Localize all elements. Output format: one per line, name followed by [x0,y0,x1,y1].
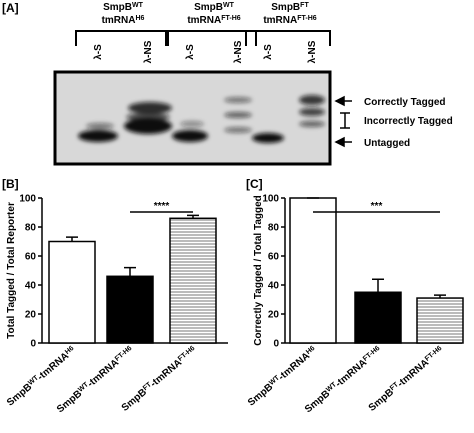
lane-label: λ-NS [233,40,244,63]
bar [169,217,217,344]
lane-label: λ-NS [143,40,154,63]
y-tick-label: 40 [25,281,37,292]
error-bar [187,214,199,219]
text-part: -tmRNA [276,351,312,383]
superscript: H6 [135,15,144,22]
y-tick-label: 80 [268,223,280,234]
error-bar [66,236,78,242]
superscript: FT-H6 [221,15,241,22]
y-tick-label: 20 [25,310,37,321]
group-header: tmRNAFT-H6 [263,15,316,27]
group-header: SmpBWT [194,2,235,14]
error-bar [434,294,446,299]
lane-label: λ-NS [307,40,318,63]
y-axis-label: Correctly Tagged / Total Tagged [253,195,264,346]
superscript: FT [300,2,309,9]
group-header: SmpBFT [271,2,309,14]
lane-label: λ-S [263,44,274,60]
superscript: FT [142,380,154,391]
lane-label: λ-S [93,44,104,60]
text-part: -tmRNA [395,357,431,389]
text-part: tmRNA [263,15,297,26]
y-tick-label: 60 [25,252,37,263]
error-bar [124,266,136,277]
superscript: WT [223,2,235,9]
group-header: tmRNAH6 [102,15,145,27]
group-header: tmRNAFT-H6 [187,15,240,27]
bar [416,297,464,344]
significance-label: *** [371,201,383,212]
y-tick-label: 40 [268,281,280,292]
gel [53,70,352,166]
band-label: Incorrectly Tagged [364,116,453,127]
bar [289,197,337,344]
text-part: SmpB [103,2,132,13]
superscript: FT-H6 [297,15,317,22]
superscript: FT-H6 [424,344,443,362]
error-bar [372,278,384,293]
y-tick-label: 60 [268,252,280,263]
bracket [75,30,167,46]
bar [48,240,96,344]
x-tick-label: SmpBFT-tmRNAFT-H6 [119,344,199,413]
y-tick-label: 0 [273,339,279,350]
y-tick-label: 100 [262,194,279,205]
text-part: -tmRNA [148,357,184,389]
y-tick-label: 100 [19,194,36,205]
lane-label: λ-S [185,44,196,60]
text-part: SmpB [271,2,300,13]
y-tick-label: 20 [268,310,280,321]
superscript: FT-H6 [362,344,381,362]
group-header: SmpBWT [103,2,144,14]
y-tick-label: 0 [30,339,36,350]
text-part: -tmRNA [85,357,121,389]
text-part: tmRNA [102,15,136,26]
y-axis-label: Total Tagged / Total Reporter [6,202,17,339]
superscript: FT [389,380,401,391]
superscript: H6 [305,344,316,355]
band-label: Correctly Tagged [364,97,446,108]
panel-label: [A] [2,1,19,15]
text-part: SmpB [194,2,223,13]
superscript: WT [132,2,144,9]
text-part: -tmRNA [35,351,71,383]
bar [106,275,154,344]
superscript: FT-H6 [177,344,196,362]
panel-label: [C] [246,177,263,191]
x-tick-label: SmpBWT-tmRNAH6 [246,344,319,408]
panel-label: [B] [2,177,19,191]
band-label: Untagged [364,138,410,149]
bracket [245,30,331,46]
superscript: FT-H6 [114,344,133,362]
y-tick-label: 80 [25,223,37,234]
significance-label: **** [154,201,170,212]
text-part: -tmRNA [333,357,369,389]
x-tick-label: SmpBFT-tmRNAFT-H6 [366,344,446,413]
bar [354,291,402,344]
text-part: tmRNA [187,15,221,26]
bracket [167,30,257,46]
superscript: H6 [64,344,75,355]
